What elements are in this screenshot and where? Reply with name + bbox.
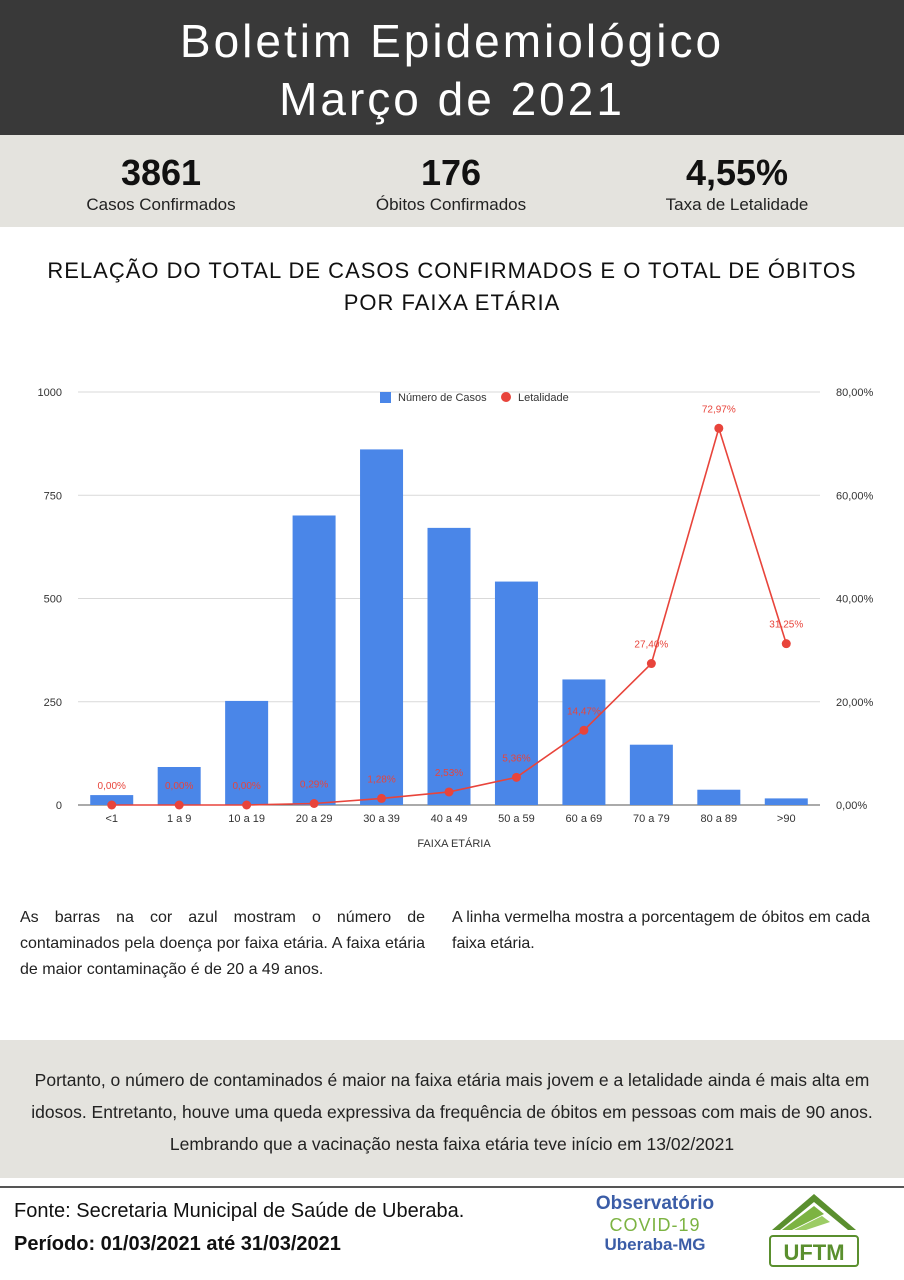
data-label: 27,40%: [634, 640, 668, 651]
y2-tick-label: 20,00%: [836, 697, 874, 709]
y-tick-label: 1000: [38, 387, 62, 399]
chart-title: RELAÇÃO DO TOTAL DE CASOS CONFIRMADOS E …: [0, 255, 904, 319]
x-axis-label: FAIXA ETÁRIA: [417, 837, 491, 850]
legend-swatch-cases: [380, 392, 391, 403]
x-tick-label: 20 a 29: [296, 813, 333, 825]
uftm-logo-text: UFTM: [783, 1240, 844, 1265]
stat-deaths-label: Óbitos Confirmados: [375, 195, 527, 214]
footer-period: Período: 01/03/2021 até 31/03/2021: [14, 1233, 341, 1255]
data-label: 0,00%: [98, 781, 126, 792]
stat-lethality: 4,55% Taxa de Letalidade: [587, 135, 887, 215]
line-point: [714, 423, 724, 433]
stat-cases-label: Casos Confirmados: [86, 195, 236, 214]
observatorio-line2: COVID-19: [609, 1215, 701, 1235]
conclusion-box: Portanto, o número de contaminados é mai…: [0, 1040, 904, 1178]
footer-divider: [0, 1186, 904, 1188]
line-point: [444, 787, 454, 797]
data-label: 2,53%: [435, 768, 463, 779]
x-tick-label: 70 a 79: [633, 813, 670, 825]
page-title: Boletim Epidemiológico: [179, 15, 725, 67]
x-tick-label: 60 a 69: [566, 813, 603, 825]
stat-deaths-value: 176: [420, 152, 482, 193]
bar: [225, 700, 269, 805]
data-label: 0,00%: [232, 781, 260, 792]
y2-tick-label: 80,00%: [836, 387, 874, 399]
uftm-logo: UFTM: [769, 1194, 859, 1267]
bar: [292, 515, 336, 805]
line-point: [309, 799, 319, 809]
y-tick-label: 750: [44, 490, 62, 502]
line-point: [781, 639, 791, 649]
line-point: [511, 772, 521, 782]
data-label: 0,00%: [165, 781, 193, 792]
data-label: 72,97%: [702, 404, 736, 415]
y-tick-label: 500: [44, 594, 62, 606]
line-point: [174, 800, 184, 810]
stats-bar: 3861 Casos Confirmados 176 Óbitos Confir…: [0, 135, 904, 227]
data-label: 5,36%: [502, 753, 530, 764]
observatorio-line1: Observatório: [595, 1193, 715, 1214]
line-point: [107, 800, 117, 810]
line-point: [242, 800, 252, 810]
description-bars: As barras na cor azul mostram o número d…: [20, 909, 425, 978]
y-tick-label: 250: [44, 697, 62, 709]
bar: [494, 581, 538, 805]
data-label: 0,29%: [300, 780, 328, 791]
legend-swatch-lethality: [501, 392, 511, 402]
x-tick-label: >90: [777, 813, 796, 825]
observatorio-line3: Uberaba-MG: [604, 1235, 706, 1254]
bar: [360, 449, 404, 805]
stat-cases-value: 3861: [120, 152, 202, 193]
x-tick-label: 1 a 9: [167, 813, 191, 825]
stat-deaths: 176 Óbitos Confirmados: [301, 135, 601, 215]
x-tick-label: 80 a 89: [700, 813, 737, 825]
bar: [90, 795, 134, 805]
header-banner: Boletim Epidemiológico Março de 2021: [0, 0, 904, 135]
line-point: [377, 793, 387, 803]
bar: [764, 798, 808, 805]
legend-label-cases: Número de Casos: [398, 392, 487, 404]
legend-label-lethality: Letalidade: [518, 392, 569, 404]
data-label: 31,25%: [769, 620, 803, 631]
chart-title-line2: POR FAIXA ETÁRIA: [343, 290, 561, 315]
line-point: [646, 659, 656, 669]
bar: [629, 744, 673, 805]
stat-lethality-value: 4,55%: [685, 152, 789, 193]
bar: [562, 679, 606, 805]
y2-tick-label: 60,00%: [836, 490, 874, 502]
line-point: [579, 725, 589, 735]
data-label: 1,28%: [367, 774, 395, 785]
combo-chart: 0 250 500 750 1000 0,00% 20,00% 40,00% 60,00% 80,…: [38, 387, 874, 850]
bar: [157, 767, 201, 805]
stat-lethality-label: Taxa de Letalidade: [665, 195, 809, 214]
y2-tick-label: 0,00%: [836, 800, 867, 812]
x-tick-label: 50 a 59: [498, 813, 535, 825]
page-subtitle: Março de 2021: [279, 73, 625, 125]
x-tick-label: 10 a 19: [228, 813, 265, 825]
bar: [427, 527, 471, 805]
chart-title-line1: RELAÇÃO DO TOTAL DE CASOS CONFIRMADOS E …: [47, 258, 857, 283]
description-line: A linha vermelha mostra a porcentagem de…: [452, 909, 871, 952]
bar: [697, 789, 741, 805]
data-label: 14,47%: [567, 706, 601, 717]
y2-tick-label: 40,00%: [836, 594, 874, 606]
x-tick-label: 40 a 49: [431, 813, 468, 825]
x-tick-label: <1: [105, 813, 118, 825]
y-tick-label: 0: [56, 800, 62, 812]
observatorio-logo: Observatório COVID-19 Uberaba-MG: [580, 1193, 730, 1255]
x-tick-label: 30 a 39: [363, 813, 400, 825]
stat-cases: 3861 Casos Confirmados: [11, 135, 311, 215]
footer-source: Fonte: Secretaria Municipal de Saúde de …: [14, 1200, 465, 1222]
